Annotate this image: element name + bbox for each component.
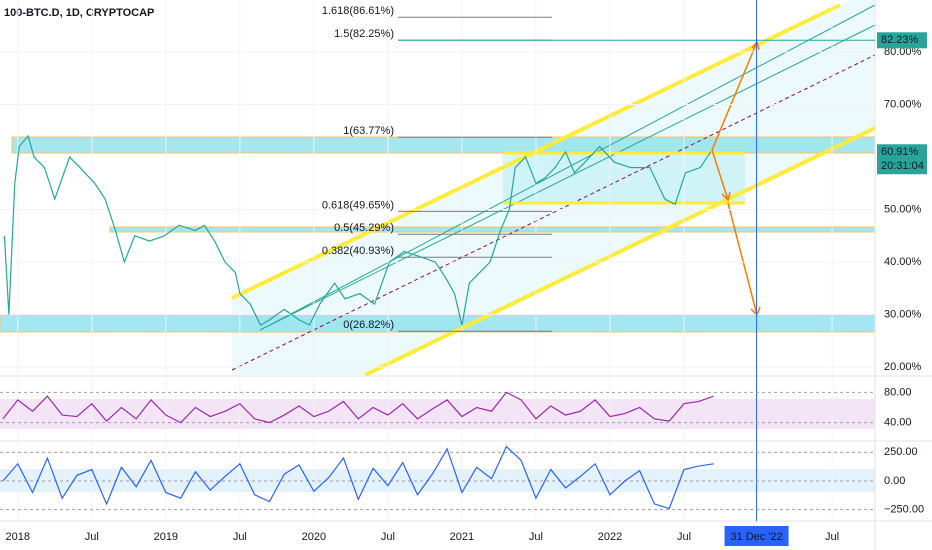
channel-line xyxy=(259,24,876,331)
channel-line xyxy=(269,4,876,326)
countdown: 20:31:04 xyxy=(881,160,924,172)
last-label: 60.91% xyxy=(881,146,919,158)
target-box xyxy=(877,32,927,49)
y-tick-label: 40.00% xyxy=(884,256,922,268)
x-tick-label: Jul xyxy=(233,531,247,543)
cci-band xyxy=(0,469,875,492)
y-tick-label: 50.00% xyxy=(884,203,922,215)
fib-label: 1.5(82.25%) xyxy=(334,28,394,40)
cursor-label: 31 Dec '22 xyxy=(730,531,782,543)
x-tick-label: 2019 xyxy=(154,531,178,543)
y-tick-label: 80.00 xyxy=(884,386,912,398)
x-tick-label: Jul xyxy=(677,531,691,543)
y-tick-label: 250.00 xyxy=(884,446,918,458)
fib-label: 0(26.82%) xyxy=(343,319,394,331)
fib-label: 1.618(86.61%) xyxy=(322,5,394,17)
fib-label: 0.382(40.93%) xyxy=(322,245,394,257)
arrows xyxy=(711,40,761,317)
series-line xyxy=(2,445,714,510)
target-label: 82.23% xyxy=(881,34,919,46)
x-tick-label: 2022 xyxy=(598,531,622,543)
arrow xyxy=(727,202,761,317)
y-tick-label: 30.00% xyxy=(884,309,922,321)
x-tick-label: Jul xyxy=(529,531,543,543)
y-tick-label: 70.00% xyxy=(884,98,922,110)
y-tick-label: 80.00% xyxy=(884,46,922,58)
y-tick-label: 0.00 xyxy=(884,475,905,487)
zone xyxy=(0,314,876,333)
x-tick-label: Jul xyxy=(825,531,839,543)
x-tick-label: 2021 xyxy=(450,531,474,543)
y-tick-label: 20.00% xyxy=(884,361,922,373)
zone xyxy=(11,136,876,154)
x-tick-label: Jul xyxy=(381,531,395,543)
x-tick-label: Jul xyxy=(85,531,99,543)
channel-mid xyxy=(231,54,876,371)
zone xyxy=(109,226,876,233)
fib-label: 0.618(49.65%) xyxy=(322,199,394,211)
series-line xyxy=(2,391,714,424)
fib-label: 1(63.77%) xyxy=(343,125,394,137)
channel-lower xyxy=(364,126,876,377)
last-box xyxy=(877,144,927,175)
series-line xyxy=(3,134,712,326)
chart-title: 100-BTC.D, 1D, CRYPTOCAP xyxy=(4,7,154,19)
arrow xyxy=(711,149,731,202)
y-tick-label: −250.00 xyxy=(884,504,924,516)
y-tick-label: 40.00 xyxy=(884,417,912,429)
x-tick-label: 2020 xyxy=(302,531,326,543)
rsi-band xyxy=(0,399,875,429)
fib-label: 0.5(45.29%) xyxy=(334,222,394,234)
cursor-box xyxy=(724,526,789,546)
x-tick-label: 2018 xyxy=(6,531,30,543)
